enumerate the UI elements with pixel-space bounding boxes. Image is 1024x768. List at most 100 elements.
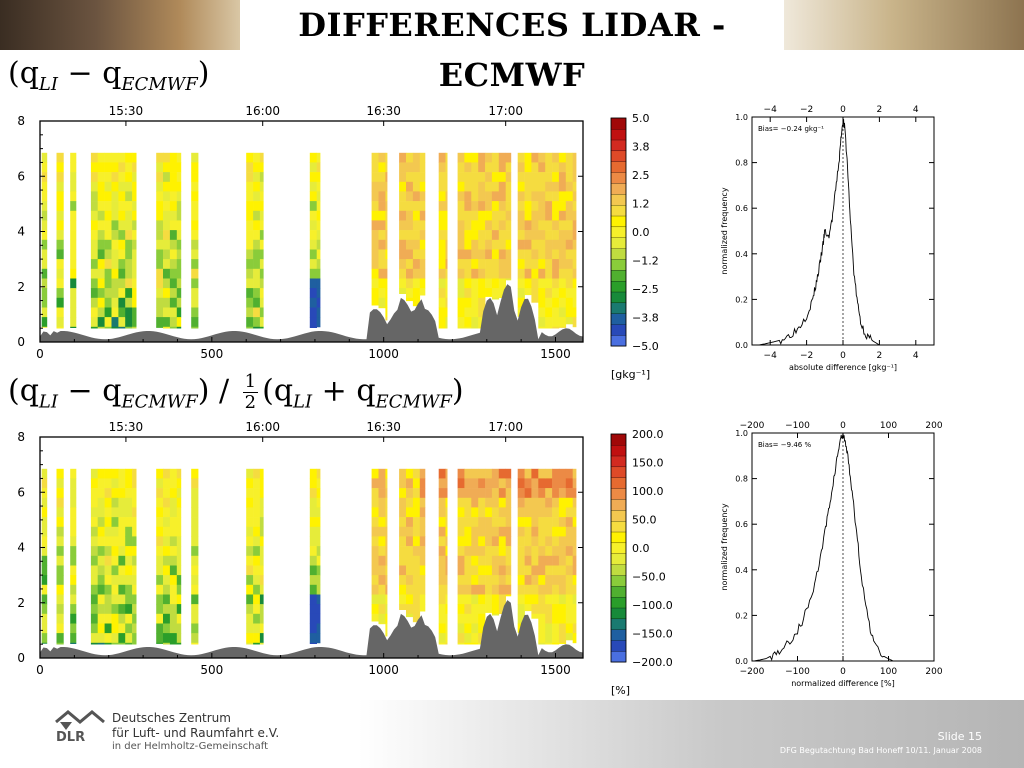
heatmap-cell (385, 565, 388, 576)
heatmap-cell (118, 633, 126, 644)
heatmap-cell (118, 526, 126, 537)
heatmap-cell (90, 633, 99, 644)
heatmap-cell (498, 181, 506, 192)
y-tick-label: 0 (17, 651, 25, 665)
heatmap-cell (156, 259, 164, 270)
heatmap-cell (41, 278, 48, 289)
heatmap-cell (538, 317, 546, 328)
heatmap-cell (471, 278, 479, 289)
heatmap-cell (378, 623, 386, 625)
heatmap-cell (97, 297, 105, 308)
heatmap-cell (118, 181, 126, 192)
heatmap-cell (538, 288, 546, 299)
heatmap-cell (505, 594, 512, 597)
heatmap-cell (378, 488, 386, 499)
heatmap-cell (163, 220, 171, 231)
heatmap-cell (163, 488, 171, 499)
heatmap-cell (419, 220, 426, 231)
heatmap-cell (56, 210, 64, 221)
heatmap-cell (399, 249, 407, 260)
heatmap-cell (125, 478, 133, 489)
heatmap-cell (125, 220, 133, 231)
heatmap-cell (524, 468, 532, 479)
heatmap-cell (565, 555, 573, 566)
heatmap-cell (385, 478, 388, 489)
heatmap-cell (545, 526, 553, 537)
heatmap-cell (111, 162, 119, 173)
heatmap-cell (163, 288, 171, 299)
heatmap-cell (498, 507, 506, 518)
heatmap-cell (538, 152, 546, 163)
heatmap-cell (259, 297, 264, 308)
heatmap-cell (104, 488, 112, 499)
heatmap-cell (246, 230, 254, 241)
colorbar-cell (610, 596, 627, 609)
heatmap-cell (438, 604, 446, 615)
heatmap-cell (125, 507, 133, 518)
heatmap-cell (176, 488, 182, 499)
heatmap-cell (531, 555, 539, 566)
heatmap-cell (552, 307, 560, 318)
heatmap-cell (246, 297, 254, 308)
y-tick-label: 0.2 (735, 295, 748, 304)
heatmap-cell (132, 297, 137, 308)
heatmap-cell (104, 220, 112, 231)
heatmap-cell (176, 604, 182, 615)
heatmap-cell (118, 555, 126, 566)
heatmap-cell (371, 297, 379, 306)
heatmap-cell (41, 172, 48, 183)
heatmap-cell (478, 623, 486, 634)
heatmap-cell (253, 288, 261, 299)
heatmap-cell (309, 536, 317, 547)
heatmap-cell (558, 278, 567, 289)
heatmap-cell (531, 536, 539, 547)
heatmap-cell (565, 278, 573, 289)
heatmap-cell (419, 488, 426, 499)
heatmap-cell (97, 488, 105, 499)
heatmap-cell (565, 526, 573, 537)
heatmap-cell (104, 575, 112, 586)
heatmap-cell (97, 594, 105, 605)
heatmap-cell (156, 604, 164, 615)
heatmap-cell (104, 317, 112, 328)
heatmap-cell (457, 555, 465, 566)
heatmap-cell (97, 191, 105, 202)
heatmap-cell (90, 152, 99, 163)
time-tick-label: 17:00 (488, 104, 523, 118)
heatmap-cell (97, 642, 105, 645)
heatmap-cell (70, 555, 77, 566)
heatmap-cell (412, 468, 421, 479)
heatmap-cell (524, 584, 532, 595)
heatmap-cell (246, 152, 254, 163)
heatmap-cell (163, 507, 171, 518)
heatmap-cell (246, 565, 254, 576)
heatmap-cell (156, 317, 164, 328)
heatmap-cell (191, 565, 199, 576)
heatmap-cell (419, 468, 426, 479)
heatmap-cell (491, 468, 500, 479)
heatmap-cell (246, 307, 254, 318)
heatmap-cell (491, 230, 500, 241)
heatmap-cell (471, 604, 479, 615)
heatmap-cell (505, 565, 512, 576)
heatmap-cell (464, 220, 472, 231)
heatmap-cell (538, 210, 546, 221)
heatmap-cell (191, 181, 199, 192)
heatmap-cell (41, 517, 48, 528)
heatmap-cell (406, 239, 414, 250)
heatmap-cell (498, 152, 506, 163)
heatmap-cell (90, 546, 99, 557)
heatmap-cell (176, 230, 182, 241)
heatmap-cell (478, 517, 486, 528)
heatmap-cell (176, 259, 182, 270)
heatmap-cell (259, 191, 264, 202)
heatmap-cell (169, 526, 178, 537)
heatmap-cell (156, 613, 164, 624)
heatmap-cell (385, 210, 388, 221)
heatmap-cell (41, 239, 48, 250)
heatmap-cell (156, 181, 164, 192)
heatmap-cell (538, 268, 546, 279)
heatmap-cell (485, 555, 493, 566)
heatmap-cell (309, 613, 317, 624)
heatmap-cell (464, 191, 472, 202)
